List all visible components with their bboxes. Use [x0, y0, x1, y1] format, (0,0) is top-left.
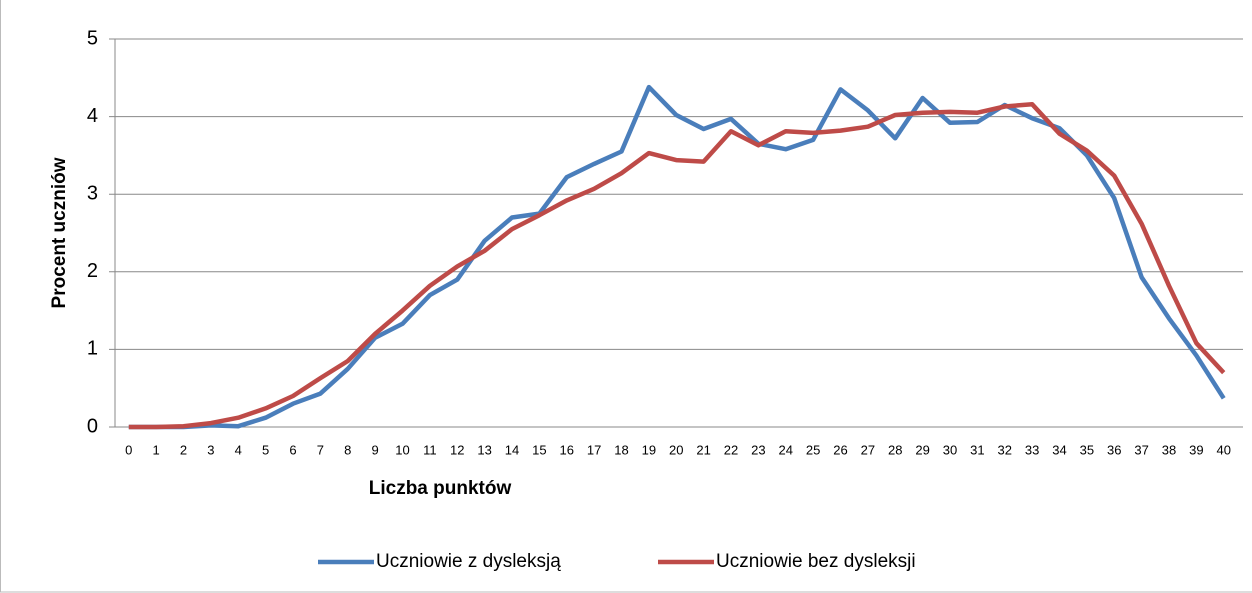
y-tick-label: 2 — [87, 260, 98, 282]
x-tick-label: 34 — [1052, 442, 1066, 457]
x-tick-label: 18 — [614, 442, 628, 457]
x-tick-label: 26 — [833, 442, 847, 457]
x-tick-label: 4 — [235, 442, 242, 457]
x-tick-label: 8 — [344, 442, 351, 457]
x-tick-label: 25 — [806, 442, 820, 457]
x-tick-label: 12 — [450, 442, 464, 457]
y-tick-label: 1 — [87, 338, 98, 360]
x-tick-label: 13 — [477, 442, 491, 457]
y-tick-label: 0 — [87, 415, 98, 437]
x-tick-label: 19 — [642, 442, 656, 457]
x-tick-label: 20 — [669, 442, 683, 457]
x-tick-label: 35 — [1080, 442, 1094, 457]
x-tick-label: 40 — [1217, 442, 1231, 457]
x-tick-label: 37 — [1134, 442, 1148, 457]
x-tick-label: 3 — [207, 442, 214, 457]
x-tick-label: 32 — [998, 442, 1012, 457]
x-tick-label: 24 — [779, 442, 793, 457]
x-tick-label: 10 — [395, 442, 409, 457]
x-tick-label: 7 — [317, 442, 324, 457]
x-tick-label: 6 — [289, 442, 296, 457]
x-tick-label: 2 — [180, 442, 187, 457]
x-tick-label: 17 — [587, 442, 601, 457]
x-tick-label: 14 — [505, 442, 519, 457]
y-tick-label: 4 — [87, 105, 98, 127]
x-tick-label: 5 — [262, 442, 269, 457]
x-tick-label: 28 — [888, 442, 902, 457]
y-axis-title: Procent uczniów — [49, 157, 70, 308]
series-line — [128, 101, 1226, 430]
x-tick-label: 39 — [1189, 442, 1203, 457]
x-tick-label: 1 — [153, 442, 160, 457]
legend-label: Uczniowie z dysleksją — [376, 551, 561, 572]
x-tick-label: 29 — [915, 442, 929, 457]
x-tick-label: 15 — [532, 442, 546, 457]
x-tick-label: 0 — [125, 442, 132, 457]
x-tick-label: 16 — [560, 442, 574, 457]
x-tick-label: 22 — [724, 442, 738, 457]
x-tick-label: 33 — [1025, 442, 1039, 457]
x-tick-label: 9 — [372, 442, 379, 457]
x-axis-title: Liczba punktów — [369, 478, 512, 499]
y-tick-label: 3 — [87, 182, 98, 204]
x-tick-label: 31 — [970, 442, 984, 457]
x-tick-label: 11 — [423, 442, 437, 457]
x-tick-label: 38 — [1162, 442, 1176, 457]
x-tick-label: 30 — [943, 442, 957, 457]
y-tick-label: 5 — [87, 27, 98, 49]
legend-label: Uczniowie bez dysleksji — [716, 551, 916, 572]
series-line — [128, 84, 1226, 430]
x-tick-label: 23 — [751, 442, 765, 457]
x-tick-label: 21 — [696, 442, 710, 457]
x-tick-label: 27 — [861, 442, 875, 457]
x-tick-label: 36 — [1107, 442, 1121, 457]
